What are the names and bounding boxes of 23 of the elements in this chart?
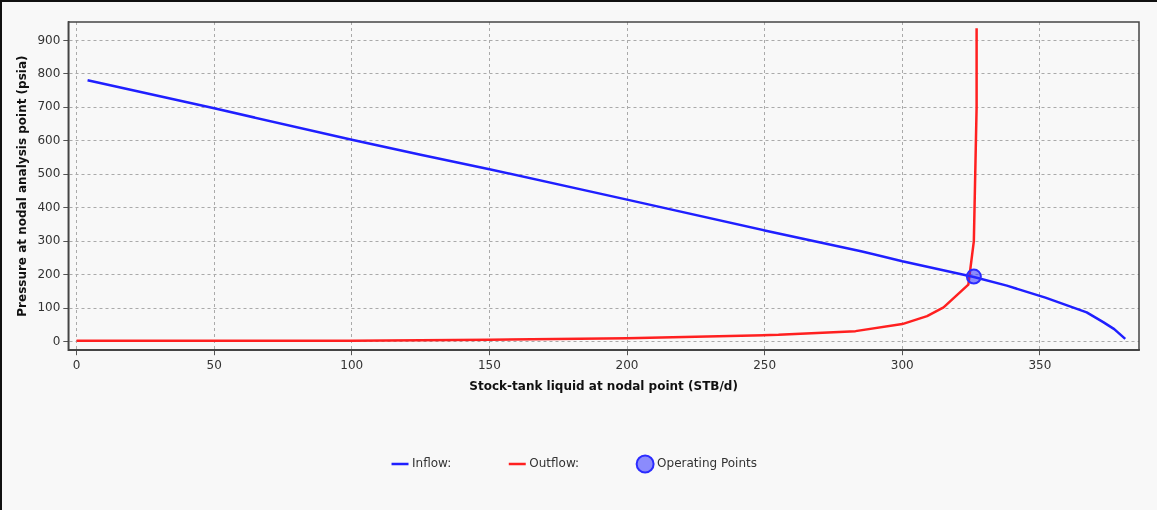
y-axis-title: Pressure at nodal analysis point (psia): [15, 55, 30, 317]
x-tick-label: 250: [753, 357, 777, 372]
y-tick-label: 0: [52, 333, 61, 348]
y-tick-label: 500: [37, 166, 61, 181]
y-tick-label: 900: [37, 32, 61, 47]
y-tick-label: 800: [37, 65, 61, 80]
legend-label: Operating Points: [657, 456, 757, 471]
y-tick-label: 400: [37, 199, 61, 214]
x-tick-label: 350: [1028, 357, 1052, 372]
x-tick-label: 50: [206, 357, 222, 372]
x-tick-label: 0: [72, 357, 81, 372]
legend-label: Inflow:: [412, 456, 452, 471]
x-tick-label: 300: [890, 357, 914, 372]
y-tick-label: 300: [37, 233, 61, 248]
y-tick-label: 200: [37, 266, 61, 281]
x-tick-label: 100: [340, 357, 364, 372]
x-tick-label: 150: [477, 357, 501, 372]
x-tick-label: 200: [615, 357, 639, 372]
x-axis-title: Stock-tank liquid at nodal point (STB/d): [469, 378, 738, 393]
legend-label: Outflow:: [529, 456, 580, 471]
y-tick-label: 700: [37, 99, 61, 114]
y-tick-label: 600: [37, 132, 61, 147]
y-tick-label: 100: [37, 300, 61, 315]
